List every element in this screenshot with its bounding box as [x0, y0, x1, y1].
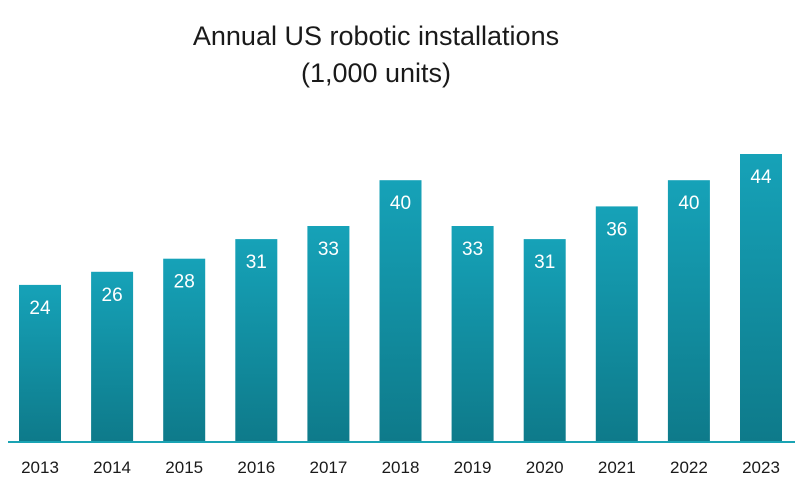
data-label-2019: 33: [462, 239, 483, 260]
data-label-2017: 33: [318, 239, 339, 260]
data-label-2015: 28: [174, 272, 195, 293]
x-tick-label-2018: 2018: [382, 458, 420, 477]
bar-2019: [451, 226, 494, 442]
data-label-2013: 24: [29, 298, 51, 319]
x-tick-label-2014: 2014: [93, 458, 131, 477]
x-tick-label-2021: 2021: [598, 458, 636, 477]
bar-2014: [91, 271, 134, 442]
x-axis-ticks: 2013 2014 2015 2016 2017 2018 2019 2020 2021 2022…: [21, 458, 780, 477]
x-tick-label-2015: 2015: [165, 458, 203, 477]
data-label-2018: 40: [390, 193, 411, 214]
bar-2018: [379, 180, 422, 442]
x-tick-label-2017: 2017: [309, 458, 347, 477]
bar-2022: [667, 180, 710, 442]
bar-2021: [595, 206, 638, 442]
data-label-2023: 44: [750, 167, 772, 188]
x-tick-label-2023: 2023: [742, 458, 780, 477]
bar-2023: [740, 154, 782, 442]
data-label-2021: 36: [606, 219, 627, 240]
x-tick-label-2013: 2013: [21, 458, 59, 477]
x-tick-label-2020: 2020: [526, 458, 564, 477]
data-label-2014: 26: [102, 285, 123, 306]
bar-2016: [235, 239, 278, 442]
chart-subtitle: (1,000 units): [301, 58, 451, 88]
x-tick-label-2019: 2019: [454, 458, 492, 477]
bar-2013: [19, 284, 61, 442]
x-tick-label-2016: 2016: [237, 458, 275, 477]
x-tick-label-2022: 2022: [670, 458, 708, 477]
chart-title: Annual US robotic installations: [193, 21, 559, 51]
bar-2015: [163, 258, 206, 442]
bar-2017: [307, 226, 350, 442]
data-label-2016: 31: [246, 252, 267, 273]
data-label-2020: 31: [534, 252, 555, 273]
bar-series: 24 26 28 31 33 40 33 31 36 40 44: [19, 154, 782, 442]
bar-2020: [523, 239, 566, 442]
data-label-2022: 40: [678, 193, 699, 214]
